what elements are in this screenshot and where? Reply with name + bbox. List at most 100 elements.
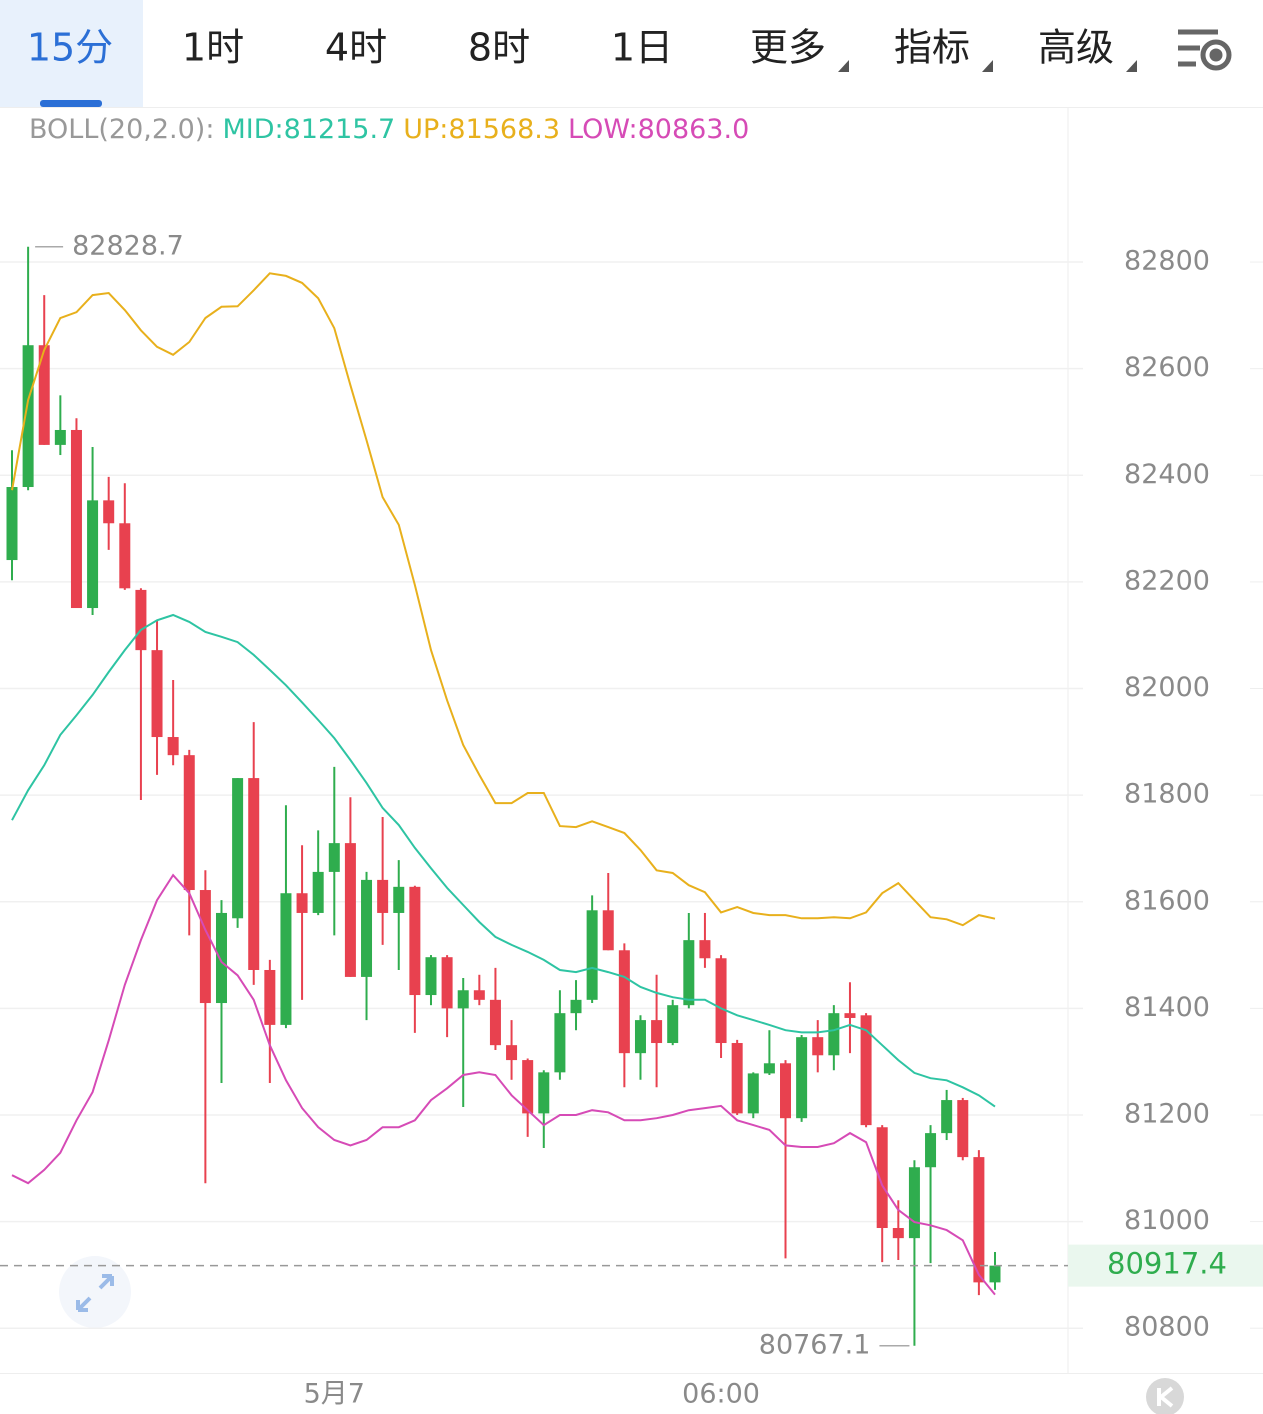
candle-body	[522, 1060, 534, 1114]
candle-body	[925, 1133, 937, 1168]
candle-body	[812, 1037, 824, 1056]
candle-body	[973, 1157, 985, 1283]
candle-body	[989, 1265, 1001, 1283]
candle-body	[409, 886, 421, 996]
candle-body	[957, 1100, 969, 1158]
legend-entry: MID:81215.7	[222, 114, 395, 145]
candle-body	[554, 1013, 566, 1073]
legend: BOLL(20,2.0): MID:81215.7 UP:81568.3 LOW:80…	[29, 114, 749, 145]
candle-body	[183, 755, 195, 891]
candle-body	[828, 1013, 840, 1056]
tab[interactable]: 15分	[27, 26, 113, 70]
candle-body	[570, 999, 582, 1014]
candle-body	[489, 999, 501, 1046]
candle-body	[699, 940, 711, 959]
tab[interactable]: 高级	[1038, 26, 1114, 70]
tab-bar	[0, 0, 1263, 107]
candle-body	[393, 886, 405, 913]
tab[interactable]: 1日	[611, 26, 673, 70]
candle-body	[602, 910, 614, 951]
y-tick-label: 82600	[1124, 352, 1210, 383]
candle-body	[167, 737, 179, 756]
candle-body	[215, 912, 227, 1004]
tab[interactable]: 更多	[750, 26, 826, 70]
candle-body	[312, 871, 324, 913]
candle-body	[715, 958, 727, 1044]
candle-body	[425, 957, 437, 996]
candle-body	[683, 940, 695, 1006]
candle-body	[780, 1063, 792, 1119]
candle-body	[731, 1043, 743, 1114]
candle-body	[344, 843, 356, 977]
y-tick-label: 81400	[1124, 992, 1210, 1023]
dropdown-caret	[838, 60, 849, 72]
boll-line	[11, 613, 996, 1108]
candle-body	[618, 950, 630, 1054]
candle-body	[38, 345, 50, 445]
x-tick-label: 5月7	[304, 1379, 365, 1410]
settings-icon[interactable]	[1178, 29, 1232, 71]
y-tick-label: 82400	[1124, 459, 1210, 490]
candle-body	[941, 1100, 953, 1134]
boll-line	[11, 873, 996, 1296]
candle-body	[54, 429, 66, 445]
candle-body	[538, 1072, 550, 1114]
candle-body	[441, 957, 453, 1009]
candle-body	[135, 589, 147, 651]
candle-body	[457, 990, 469, 1009]
tab[interactable]: 指标	[894, 26, 970, 70]
y-tick-label: 82200	[1124, 565, 1210, 596]
active-tab-bg	[0, 0, 143, 107]
candle-body	[328, 843, 340, 872]
candle-body	[892, 1228, 904, 1239]
y-tick-label: 82800	[1124, 246, 1210, 277]
candle-body	[473, 990, 485, 1000]
candle-body	[667, 1005, 679, 1044]
candle-body	[6, 487, 18, 561]
candle-body	[280, 893, 292, 1025]
active-tab-indicator	[40, 100, 102, 107]
last-price-label: 80917.4	[1107, 1247, 1227, 1281]
candle-body	[119, 523, 131, 589]
boll-line	[11, 272, 996, 927]
tab[interactable]: 4时	[325, 26, 387, 70]
candle-body	[87, 500, 99, 609]
candle-body	[634, 1020, 646, 1054]
min-label: 80767.1	[759, 1329, 871, 1360]
candle-body	[747, 1073, 759, 1114]
y-tick-label: 81000	[1124, 1205, 1210, 1236]
candle-body	[151, 650, 163, 738]
candle-body	[199, 890, 211, 1004]
legend-entry: UP:81568.3	[403, 114, 560, 145]
candle-body	[586, 910, 598, 1000]
candle-body	[70, 429, 82, 609]
y-tick-label: 81200	[1124, 1098, 1210, 1129]
candle-body	[296, 893, 308, 913]
tab[interactable]: 8时	[468, 26, 530, 70]
k-button[interactable]	[1146, 1378, 1184, 1414]
dropdown-caret	[982, 60, 993, 72]
candle-body	[860, 1015, 872, 1126]
y-tick-label: 81800	[1124, 779, 1210, 810]
candle-body	[377, 879, 389, 913]
max-label: 82828.7	[72, 230, 184, 261]
y-tick-label: 81600	[1124, 885, 1210, 916]
candle-body	[22, 345, 34, 488]
indicator-label: BOLL(20,2.0):	[29, 114, 214, 145]
candle-body	[103, 500, 115, 524]
candle-body	[361, 879, 373, 977]
candle-body	[763, 1063, 775, 1074]
plot: 80800 81000 81200 81400 81600 81800 82000 82200…	[0, 230, 1263, 1410]
candle-body	[876, 1127, 888, 1229]
x-tick-label: 06:00	[682, 1379, 760, 1410]
expand-button[interactable]	[59, 1256, 131, 1328]
candle-body	[264, 969, 276, 1025]
tab[interactable]: 1时	[182, 26, 244, 70]
last-price-bg	[1068, 1244, 1263, 1287]
legend-entry: LOW:80863.0	[568, 114, 749, 145]
candle-body	[908, 1167, 920, 1239]
candle-body	[232, 778, 244, 919]
dropdown-caret	[1126, 60, 1137, 72]
y-tick-label: 80800	[1124, 1312, 1210, 1343]
